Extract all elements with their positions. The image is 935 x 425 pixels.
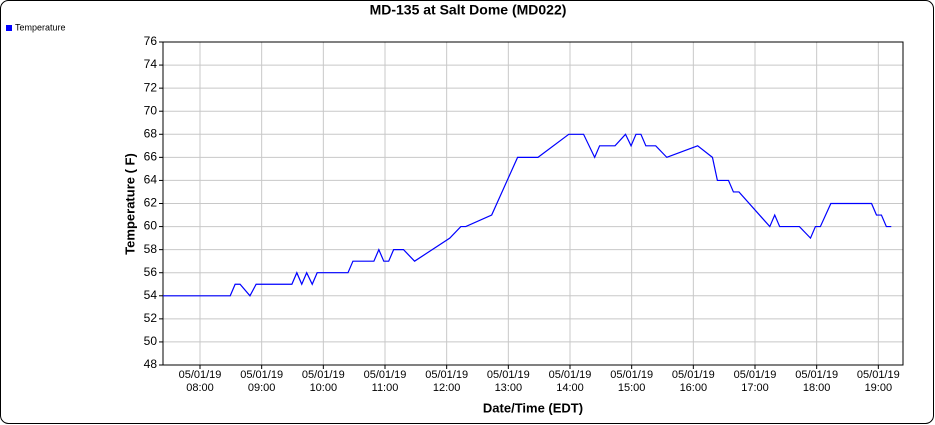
y-tick-label: 72 [144,80,158,94]
y-tick-label: 68 [144,126,158,140]
chart-title: MD-135 at Salt Dome (MD022) [370,2,567,18]
x-tick-label: 05/01/19 09:00 [240,369,283,394]
y-tick-label: 70 [144,103,158,117]
y-tick-label: 48 [144,357,158,371]
y-tick-label: 76 [144,34,158,48]
y-tick-label: 60 [144,219,158,233]
x-tick-label: 05/01/19 19:00 [857,369,900,394]
x-tick-label: 05/01/19 10:00 [302,369,345,394]
x-tick-label: 05/01/19 15:00 [610,369,653,394]
legend-swatch [6,25,12,31]
x-tick-label: 05/01/19 13:00 [487,369,530,394]
y-tick-label: 64 [144,173,158,187]
y-tick-label: 50 [144,334,158,348]
plot-border [162,41,904,366]
data-line [163,133,892,297]
x-tick-label: 05/01/19 11:00 [364,369,407,394]
x-tick-label: 05/01/19 18:00 [795,369,838,394]
y-tick-label: 66 [144,150,158,164]
x-axis-label: Date/Time (EDT) [483,400,583,415]
x-tick-label: 05/01/19 12:00 [425,369,468,394]
y-tick-label: 56 [144,265,158,279]
y-tick-label: 54 [144,288,158,302]
legend-label: Temperature [15,22,66,32]
y-axis-label: Temperature ( F) [122,153,137,255]
y-tick-label: 58 [144,242,158,256]
y-tick-label: 62 [144,196,158,210]
x-tick-label: 05/01/19 14:00 [549,369,592,394]
y-tick-label: 52 [144,311,158,325]
y-tick-label: 74 [144,57,158,71]
x-tick-label: 05/01/19 16:00 [672,369,715,394]
x-tick-label: 05/01/19 08:00 [179,369,222,394]
x-tick-label: 05/01/19 17:00 [734,369,777,394]
